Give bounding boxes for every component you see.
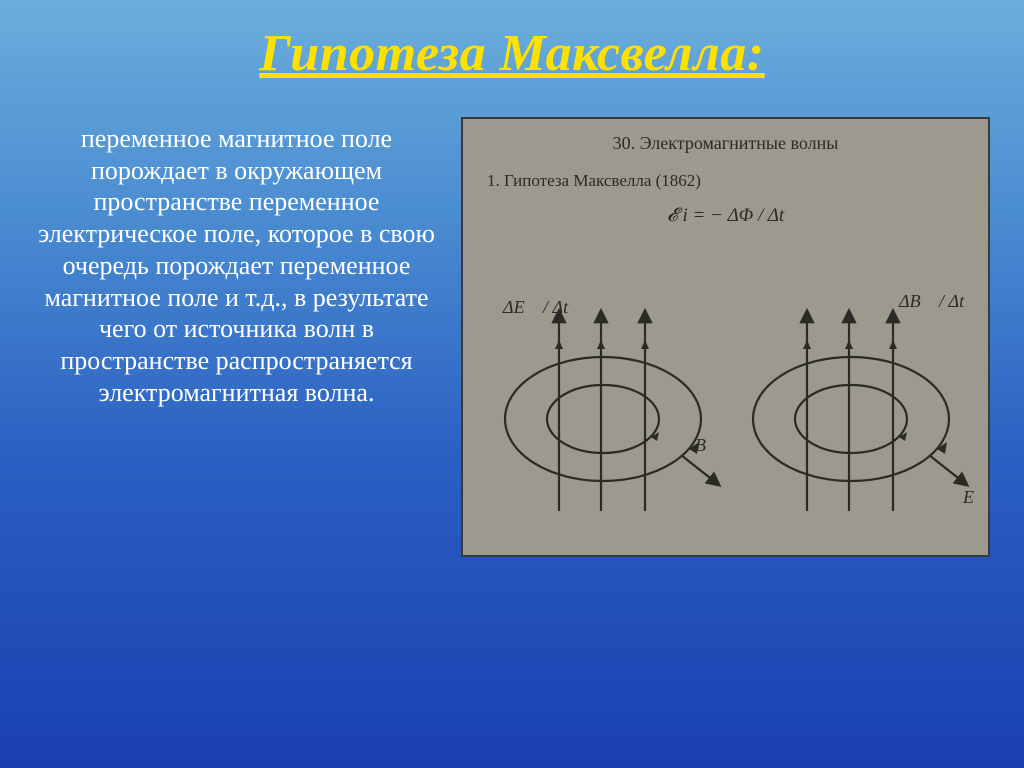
slide: Гипотеза Максвелла: переменное магнитное… — [0, 0, 1024, 768]
figure-heading: 30. Электромагнитные волны — [463, 133, 988, 154]
content-row: переменное магнитное поле порождает в ок… — [34, 117, 990, 557]
slide-title: Гипотеза Максвелла: — [34, 24, 990, 83]
figure-diagrams: ΔE⃗ / Δt B⃗ — [463, 249, 988, 555]
figure-panel: 30. Электромагнитные волны 1. Гипотеза М… — [461, 117, 990, 557]
figure-equation: 𝓔 i = − ΔΦ / Δt — [463, 205, 988, 227]
left-diagram: ΔE⃗ / Δt B⃗ — [502, 297, 720, 511]
right-tangent-label: E⃗ — [962, 487, 988, 507]
body-text: переменное магнитное поле порождает в ок… — [34, 117, 439, 408]
right-label: ΔB⃗ / Δt — [898, 291, 965, 311]
left-tangent-label: B⃗ — [695, 435, 720, 455]
left-label: ΔE⃗ / Δt — [502, 297, 569, 317]
right-diagram: ΔB⃗ / Δt E⃗ — [753, 291, 988, 511]
diagram-svg: ΔE⃗ / Δt B⃗ — [463, 249, 990, 549]
figure-subheading: 1. Гипотеза Максвелла (1862) — [487, 171, 701, 191]
